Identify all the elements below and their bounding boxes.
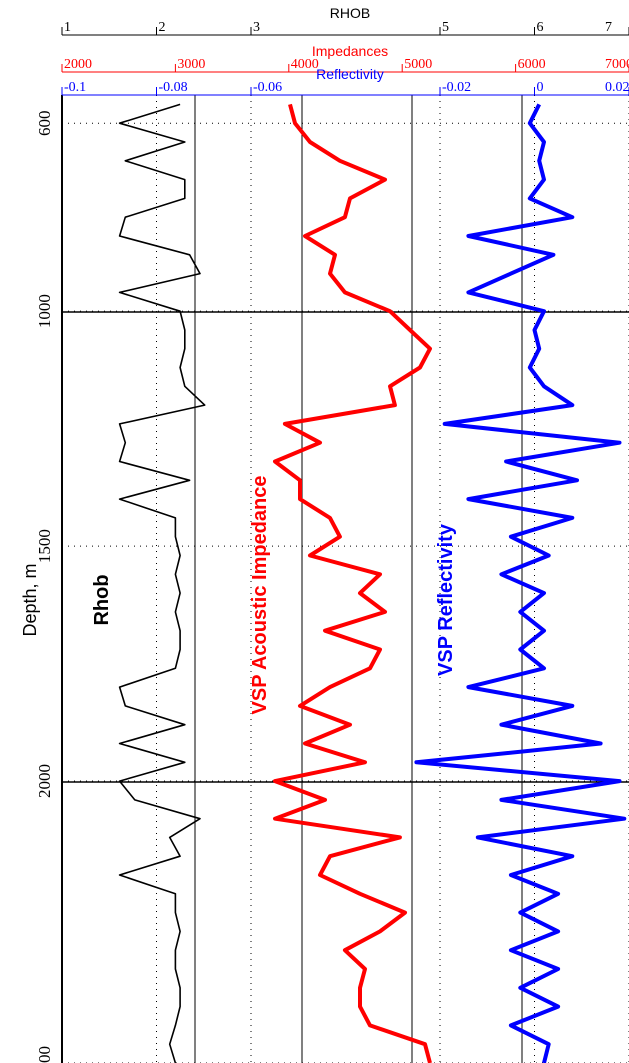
- curve: [273, 103, 432, 1063]
- curve-label: VSP Acoustic Impedance: [249, 476, 271, 715]
- x-tick-label: -0.06: [253, 80, 282, 95]
- y-axis-title: Depth, m: [20, 563, 40, 636]
- x-tick-label: -0.1: [64, 80, 86, 95]
- x-tick-label: 4000: [291, 57, 319, 72]
- y-tick-label: 600: [35, 110, 54, 136]
- x-tick-label: 7: [605, 20, 612, 35]
- y-tick-label: 2000: [35, 764, 54, 798]
- y-tick-label: 1000: [35, 294, 54, 328]
- x-axis-title: Impedances: [312, 43, 388, 59]
- x-tick-label: 1: [64, 20, 71, 35]
- x-tick-label: 6: [537, 20, 544, 35]
- x-tick-label: 2000: [64, 57, 92, 72]
- x-tick-label: 0.02: [605, 80, 629, 95]
- x-tick-label: 3: [253, 20, 260, 35]
- x-tick-label: -0.08: [159, 80, 188, 95]
- x-tick-label: 5000: [404, 57, 432, 72]
- x-tick-label: 2: [159, 20, 166, 35]
- curve: [414, 103, 627, 1063]
- x-tick-label: -0.02: [442, 80, 471, 95]
- x-tick-label: 5: [442, 20, 449, 35]
- curve-label: Rhob: [91, 574, 113, 625]
- x-axis-title: Reflectivity: [316, 66, 384, 82]
- curve: [118, 103, 206, 1063]
- x-tick-label: 7000: [605, 57, 629, 72]
- x-tick-label: 3000: [177, 57, 205, 72]
- y-tick-label: 2600: [35, 1046, 54, 1063]
- x-axis-title: RHOB: [330, 5, 370, 21]
- x-tick-label: 6000: [518, 57, 546, 72]
- y-tick-label: 1500: [35, 529, 54, 563]
- x-tick-label: 0: [537, 80, 544, 95]
- curve-label: VSP Reflectivity: [435, 523, 457, 676]
